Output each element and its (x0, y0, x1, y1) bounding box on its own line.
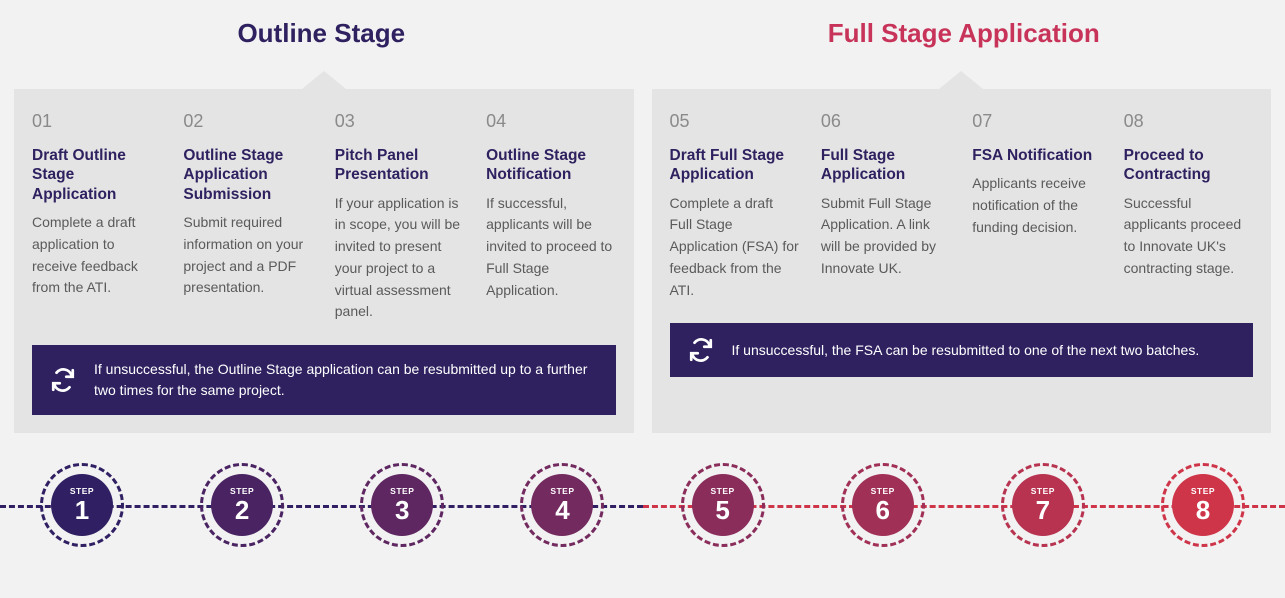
step-description: Submit Full Stage Application. A link wi… (821, 193, 950, 280)
timeline-step-6: STEP6 (841, 463, 925, 547)
timeline-step-5: STEP5 (681, 463, 765, 547)
step-card: 02 Outline Stage Application Submission … (183, 111, 312, 323)
step-dashed-ring-icon (1161, 463, 1245, 547)
timeline-circles: STEP1 STEP2 STEP3 STEP4 STEP5 STEP6 STEP7 STEP8 (0, 463, 1285, 547)
step-description: If your application is in scope, you wil… (335, 193, 464, 323)
stage-title-full: Full Stage Application (643, 18, 1285, 49)
refresh-icon (688, 337, 714, 363)
step-title: FSA Notification (972, 146, 1101, 165)
step-dashed-ring-icon (520, 463, 604, 547)
stage-titles-row: Outline Stage Full Stage Application (0, 0, 1285, 49)
note-text: If unsuccessful, the Outline Stage appli… (94, 359, 598, 401)
step-description: Complete a draft Full Stage Application … (670, 193, 799, 301)
timeline-step-3: STEP3 (360, 463, 444, 547)
step-title: Draft Outline Stage Application (32, 146, 161, 204)
resubmit-note-outline: If unsuccessful, the Outline Stage appli… (32, 345, 616, 415)
timeline-step-7: STEP7 (1001, 463, 1085, 547)
step-description: Successful applicants proceed to Innovat… (1124, 193, 1253, 280)
step-description: Applicants receive notification of the f… (972, 173, 1101, 238)
step-number: 05 (670, 111, 799, 132)
step-number: 03 (335, 111, 464, 132)
step-dashed-ring-icon (841, 463, 925, 547)
step-number: 01 (32, 111, 161, 132)
step-card: 03 Pitch Panel Presentation If your appl… (335, 111, 464, 323)
step-dashed-ring-icon (200, 463, 284, 547)
step-number: 06 (821, 111, 950, 132)
stage-title-outline: Outline Stage (0, 18, 643, 49)
step-title: Draft Full Stage Application (670, 146, 799, 185)
step-card: 05 Draft Full Stage Application Complete… (670, 111, 799, 301)
step-title: Outline Stage Notification (486, 146, 615, 185)
step-dashed-ring-icon (360, 463, 444, 547)
step-number: 08 (1124, 111, 1253, 132)
step-dashed-ring-icon (681, 463, 765, 547)
step-title: Proceed to Contracting (1124, 146, 1253, 185)
step-number: 04 (486, 111, 615, 132)
step-description: Complete a draft application to receive … (32, 212, 161, 299)
step-number: 07 (972, 111, 1101, 132)
step-card: 01 Draft Outline Stage Application Compl… (32, 111, 161, 323)
step-card: 06 Full Stage Application Submit Full St… (821, 111, 950, 301)
step-card: 07 FSA Notification Applicants receive n… (972, 111, 1101, 301)
resubmit-note-full: If unsuccessful, the FSA can be resubmit… (670, 323, 1254, 377)
timeline-step-8: STEP8 (1161, 463, 1245, 547)
stage-box-outline: 01 Draft Outline Stage Application Compl… (14, 89, 634, 433)
note-text: If unsuccessful, the FSA can be resubmit… (732, 340, 1200, 361)
timeline: STEP1 STEP2 STEP3 STEP4 STEP5 STEP6 STEP7 STEP8 (0, 459, 1285, 551)
step-dashed-ring-icon (1001, 463, 1085, 547)
step-card: 04 Outline Stage Notification If success… (486, 111, 615, 323)
step-number: 02 (183, 111, 312, 132)
step-description: Submit required information on your proj… (183, 212, 312, 299)
stages-row: 01 Draft Outline Stage Application Compl… (0, 89, 1285, 433)
timeline-step-2: STEP2 (200, 463, 284, 547)
step-title: Full Stage Application (821, 146, 950, 185)
step-title: Outline Stage Application Submission (183, 146, 312, 204)
step-dashed-ring-icon (40, 463, 124, 547)
step-description: If successful, applicants will be invite… (486, 193, 615, 301)
timeline-step-4: STEP4 (520, 463, 604, 547)
step-title: Pitch Panel Presentation (335, 146, 464, 185)
stage-box-full: 05 Draft Full Stage Application Complete… (652, 89, 1272, 433)
refresh-icon (50, 367, 76, 393)
timeline-step-1: STEP1 (40, 463, 124, 547)
step-card: 08 Proceed to Contracting Successful app… (1124, 111, 1253, 301)
